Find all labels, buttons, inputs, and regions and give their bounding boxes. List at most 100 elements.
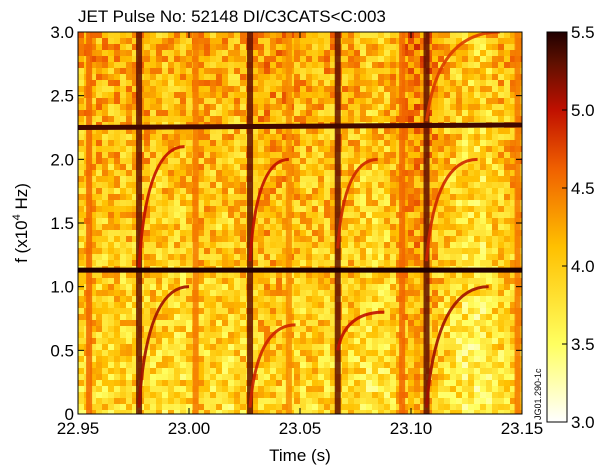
heatmap-cell	[216, 344, 223, 351]
heatmap-cell	[222, 194, 229, 201]
heatmap-cell	[384, 182, 391, 189]
heatmap-cell	[234, 290, 241, 297]
heatmap-cell	[162, 68, 169, 75]
heatmap-cell	[228, 314, 235, 321]
heatmap-cell	[258, 320, 265, 327]
heatmap-cell	[114, 242, 121, 249]
heatmap-cell	[96, 296, 103, 303]
heatmap-cell	[168, 152, 175, 159]
heatmap-cell	[450, 92, 457, 99]
heatmap-cell	[468, 50, 475, 57]
heatmap-cell	[294, 308, 301, 315]
heatmap-cell	[198, 152, 205, 159]
heatmap-cell	[294, 410, 301, 414]
heatmap-cell	[498, 326, 505, 333]
heatmap-cell	[204, 308, 211, 315]
heatmap-cell	[462, 104, 469, 111]
heatmap-cell	[216, 368, 223, 375]
heatmap-cell	[444, 110, 451, 117]
heatmap-cell	[150, 278, 157, 285]
heatmap-cell	[360, 152, 367, 159]
heatmap-cell	[114, 152, 121, 159]
heatmap-cell	[114, 338, 121, 345]
heatmap-cell	[90, 386, 97, 393]
heatmap-cell	[318, 338, 325, 345]
heatmap-cell	[348, 38, 355, 45]
heatmap-cell	[228, 380, 235, 387]
heatmap-cell	[306, 32, 313, 39]
heatmap-cell	[324, 404, 331, 411]
heatmap-cell	[198, 116, 205, 123]
heatmap-cell	[252, 392, 259, 399]
heatmap-cell	[276, 200, 283, 207]
heatmap-cell	[342, 410, 349, 414]
heatmap-cell	[102, 200, 109, 207]
heatmap-cell	[468, 98, 475, 105]
heatmap-cell	[384, 224, 391, 231]
heatmap-cell	[438, 32, 445, 39]
heatmap-cell	[228, 146, 235, 153]
heatmap-cell	[480, 128, 487, 135]
heatmap-cell	[372, 386, 379, 393]
heatmap-cell	[102, 98, 109, 105]
heatmap-cell	[408, 110, 415, 117]
heatmap-cell	[318, 206, 325, 213]
heatmap-cell	[168, 140, 175, 147]
heatmap-cell	[258, 92, 265, 99]
heatmap-cell	[252, 32, 259, 39]
heatmap-cell	[498, 44, 505, 51]
heatmap-cell	[468, 398, 475, 405]
heatmap-cell	[234, 74, 241, 81]
heatmap-cell	[222, 104, 229, 111]
heatmap-cell	[240, 194, 247, 201]
heatmap-cell	[150, 212, 157, 219]
heatmap-cell	[420, 284, 427, 291]
heatmap-cell	[132, 140, 139, 147]
heatmap-cell	[318, 194, 325, 201]
heatmap-cell	[102, 260, 109, 267]
heatmap-cell	[216, 236, 223, 243]
heatmap-cell	[180, 404, 187, 411]
heatmap-cell	[258, 242, 265, 249]
heatmap-cell	[234, 98, 241, 105]
heatmap-cell	[96, 248, 103, 255]
heatmap-cell	[90, 56, 97, 63]
heatmap-cell	[348, 110, 355, 117]
heatmap-cell	[174, 32, 181, 39]
heatmap-cell	[150, 344, 157, 351]
heatmap-cell	[234, 338, 241, 345]
heatmap-cell	[132, 212, 139, 219]
heatmap-cell	[132, 80, 139, 87]
heatmap-cell	[270, 104, 277, 111]
heatmap-cell	[330, 290, 337, 297]
heatmap-cell	[504, 158, 511, 165]
heatmap-cell	[360, 308, 367, 315]
heatmap-cell	[174, 62, 181, 69]
heatmap-cell	[390, 314, 397, 321]
heatmap-cell	[486, 338, 493, 345]
heatmap-cell	[384, 176, 391, 183]
heatmap-cell	[390, 320, 397, 327]
heatmap-cell	[456, 344, 463, 351]
heatmap-cell	[156, 104, 163, 111]
heatmap-cell	[114, 236, 121, 243]
heatmap-cell	[156, 98, 163, 105]
heatmap-cell	[132, 206, 139, 213]
heatmap-cell	[372, 146, 379, 153]
heatmap-cell	[276, 248, 283, 255]
heatmap-cell	[234, 56, 241, 63]
heatmap-cell	[462, 98, 469, 105]
heatmap-cell	[504, 368, 511, 375]
heatmap-cell	[324, 356, 331, 363]
heatmap-cell	[312, 146, 319, 153]
heatmap-cell	[450, 170, 457, 177]
heatmap-cell	[90, 224, 97, 231]
heatmap-cell	[90, 116, 97, 123]
heatmap-cell	[300, 44, 307, 51]
heatmap-cell	[390, 410, 397, 414]
heatmap-cell	[282, 326, 289, 333]
heatmap-cell	[414, 296, 421, 303]
heatmap-cell	[108, 368, 115, 375]
heatmap-cell	[354, 254, 361, 261]
heatmap-cell	[366, 332, 373, 339]
